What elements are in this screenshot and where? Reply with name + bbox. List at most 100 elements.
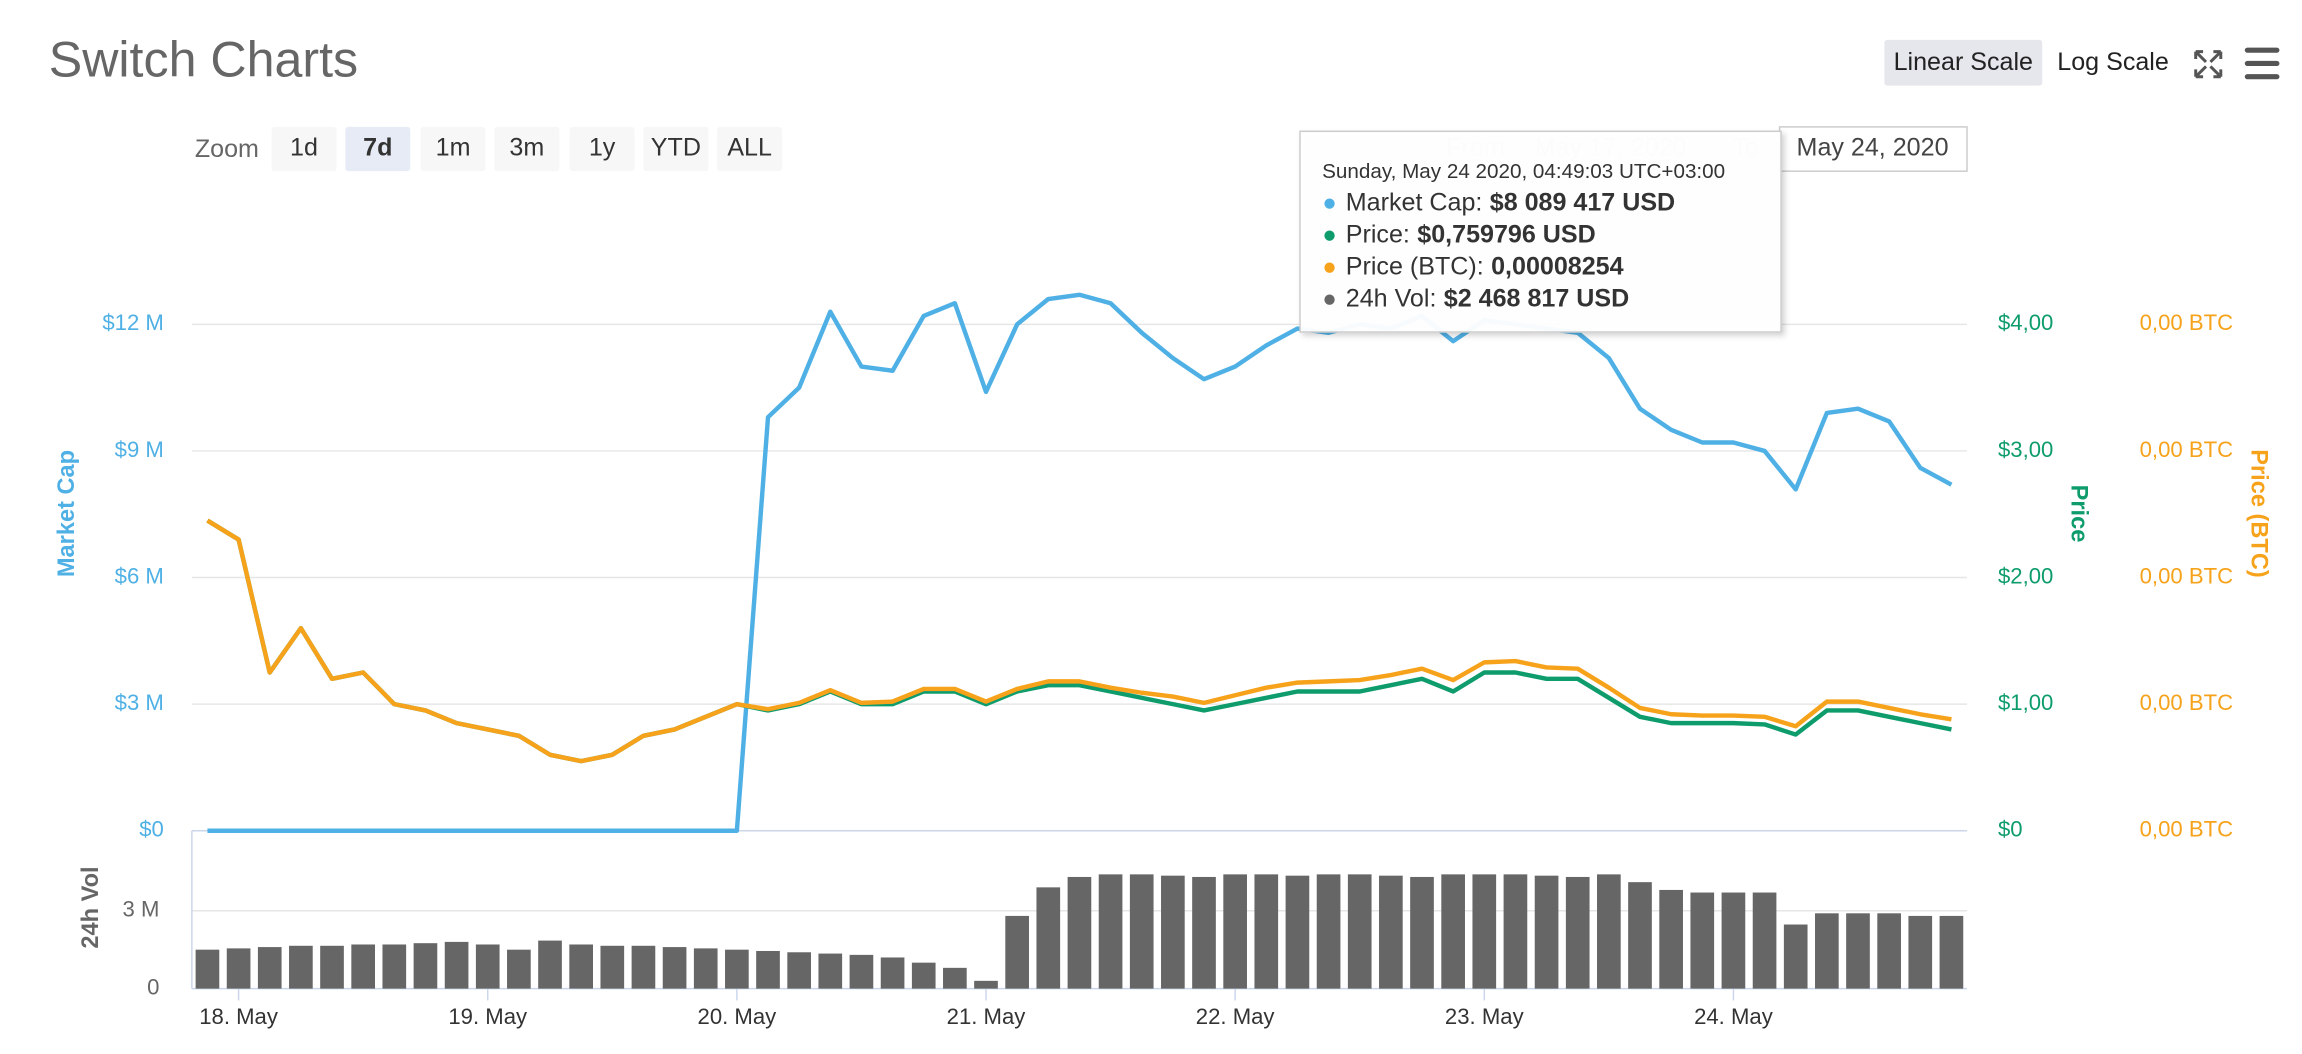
vol-bar — [1815, 913, 1839, 989]
scale-button-bg — [1884, 39, 2043, 86]
vol-bar — [1503, 874, 1528, 989]
page-title: Switch Charts — [49, 32, 358, 88]
vol-bar — [569, 944, 593, 989]
series-line — [206, 518, 1952, 764]
zoom-button[interactable]: 3m — [509, 134, 544, 162]
vol-bar — [1441, 874, 1465, 989]
tooltip-row: 24h Vol: $2 468 817 USD — [1346, 284, 1629, 312]
zoom-button[interactable]: ALL — [727, 134, 772, 162]
tooltip-row: Market Cap: $8 089 417 USD — [1346, 188, 1675, 216]
range-to-box[interactable] — [1778, 126, 1968, 172]
y3-tick-label: 0,00 BTC — [2140, 310, 2233, 335]
vol-bar — [320, 945, 344, 989]
zoom-button-bg[interactable] — [643, 126, 709, 172]
y2-tick-label: $2,00 — [1998, 563, 2053, 588]
zoom-button-bg[interactable] — [717, 126, 783, 172]
vol-bar — [1129, 874, 1154, 989]
series-line — [207, 292, 1953, 833]
vol-bar — [756, 950, 780, 989]
zoom-button-bg[interactable] — [345, 126, 411, 172]
vol-bar — [382, 944, 407, 989]
tooltip-label: 24h Vol: — [1346, 284, 1437, 312]
vol-tick-label: 3 M — [123, 897, 160, 922]
vol-bar — [818, 953, 843, 989]
fullscreen-icon[interactable] — [2194, 50, 2223, 79]
tooltip: Sunday, May 24 2020, 04:49:03 UTC+03:00 M… — [1299, 130, 1782, 333]
tooltip-row: Price (BTC): 0,00008254 — [1346, 252, 1624, 280]
y2-tick-label: $3,00 — [1998, 437, 2053, 462]
vol-bar — [1846, 913, 1870, 989]
zoom-button[interactable]: 1d — [290, 134, 318, 162]
vol-bar — [693, 948, 718, 989]
vol-bar — [943, 967, 967, 989]
base-layer: Linear Scale Log Scale Zoom 1d 7d 1m 3m 1y YTD AL… — [54, 39, 2271, 1029]
vol-bar — [1565, 876, 1590, 989]
x-tick-label: 18. May — [199, 1004, 279, 1029]
zoom-button-bg[interactable] — [271, 126, 337, 172]
y-tick-label: $9 M — [115, 437, 164, 462]
x-tick-label: 22. May — [1196, 1004, 1276, 1029]
vol-tick-label: 0 — [147, 974, 159, 999]
vol-bar — [257, 947, 282, 989]
vol-bar — [1347, 874, 1372, 989]
vol-bar — [1285, 875, 1310, 989]
tooltip-label: Market Cap: — [1346, 188, 1483, 216]
tooltip-label: Price (BTC): — [1346, 252, 1484, 280]
zoom-button[interactable]: 1m — [436, 134, 471, 162]
vol-bar — [1877, 913, 1901, 989]
vol-bar — [911, 962, 936, 989]
vol-bar — [725, 949, 749, 989]
vol-bar — [1908, 915, 1933, 989]
vol-bar — [1690, 892, 1715, 989]
tooltip-row: Price: $0,759796 USD — [1346, 220, 1596, 248]
tooltip-header: Sunday, May 24 2020, 04:49:03 UTC+03:00 — [1322, 160, 1725, 183]
vol-bar — [600, 945, 625, 989]
vol-bar — [631, 945, 656, 989]
zoom-button-bg[interactable] — [569, 126, 635, 172]
zoom-button-bg[interactable] — [420, 126, 486, 172]
y-tick-label: $3 M — [115, 690, 164, 715]
tooltip-bullet — [1324, 294, 1335, 305]
vol-bar — [1067, 876, 1092, 989]
vol-bar — [1379, 875, 1403, 989]
zoom-button[interactable]: 1y — [589, 134, 616, 162]
vol-bar — [1410, 876, 1434, 989]
vol-bar — [1036, 887, 1061, 989]
scale-button[interactable]: Linear Scale — [1894, 48, 2033, 76]
vol-bar — [1628, 882, 1652, 989]
y2-axis-title: Price — [2065, 485, 2091, 543]
range-to[interactable]: May 24, 2020 — [1797, 134, 1949, 162]
vol-bar — [1752, 892, 1777, 989]
zoom-button[interactable]: YTD — [651, 134, 701, 162]
vol-bar — [444, 941, 469, 989]
vol-bar — [1721, 892, 1746, 989]
vol-bar — [1192, 876, 1216, 989]
vol-bar — [880, 957, 905, 989]
y3-tick-label: 0,00 BTC — [2140, 437, 2233, 462]
x-tick-label: 24. May — [1694, 1004, 1774, 1029]
vol-bar — [1161, 875, 1185, 989]
vol-bar — [507, 949, 531, 989]
zoom-button-bg[interactable] — [494, 126, 560, 172]
scale-button[interactable]: Log Scale — [2057, 48, 2169, 76]
vol-bar — [1659, 889, 1683, 989]
menu-icon[interactable] — [2244, 47, 2280, 80]
tooltip-bullet — [1324, 198, 1335, 209]
vol-bar — [195, 949, 220, 989]
y3-tick-label: 0,00 BTC — [2140, 690, 2233, 715]
vol-bar — [787, 952, 811, 989]
tooltip-value: $2 468 817 USD — [1444, 284, 1629, 312]
vol-bar — [1098, 874, 1123, 989]
tooltip-bullet — [1324, 230, 1335, 241]
vol-bar — [538, 940, 562, 989]
zoom-button[interactable]: 7d — [363, 134, 392, 162]
vol-bar — [351, 944, 375, 989]
tooltip-value: $8 089 417 USD — [1490, 188, 1675, 216]
x-tick-label: 19. May — [448, 1004, 528, 1029]
y-axis-title: Market Cap — [54, 450, 80, 577]
vol-bar — [662, 947, 687, 989]
y2-tick-label: $1,00 — [1998, 690, 2053, 715]
y3-axis-title: Price (BTC) — [2245, 449, 2271, 577]
